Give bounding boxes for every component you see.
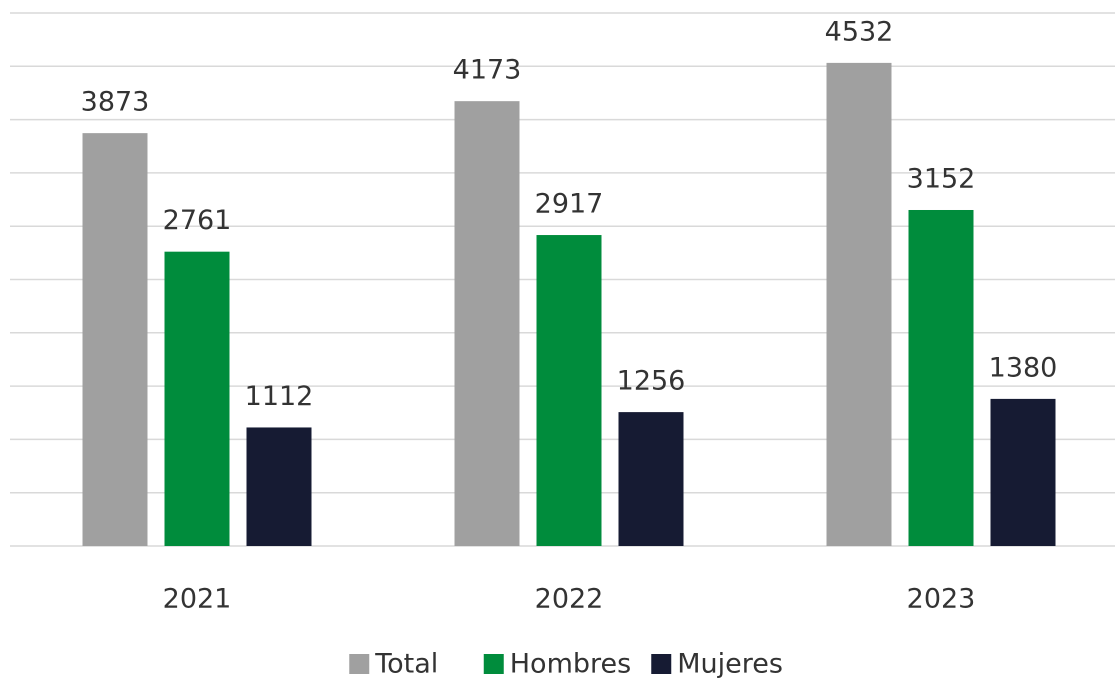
x-tick-label: 2022 [535,584,604,615]
x-tick-label: 2021 [163,584,232,615]
value-label: 2761 [163,205,232,236]
legend-label: Hombres [510,649,631,680]
bar [82,133,148,547]
value-label: 4532 [825,16,894,47]
value-label: 1380 [989,352,1058,383]
bar [990,398,1056,546]
bar [618,412,684,546]
bar [164,251,230,546]
bar [246,427,312,546]
legend-swatch [651,654,672,674]
legend-swatch [483,654,504,674]
bar [536,235,602,547]
value-label: 2917 [535,189,604,220]
value-label: 3152 [907,163,976,194]
bar [908,209,974,546]
legend-label: Mujeres [677,649,783,680]
legend-label: Total [374,649,438,680]
bar [454,101,520,546]
value-label: 4173 [453,55,522,86]
value-label: 3873 [81,87,150,118]
value-label: 1112 [245,381,314,412]
x-tick-label: 2023 [907,584,976,615]
legend-swatch [349,654,370,674]
bar [826,62,892,547]
value-label: 1256 [617,366,686,397]
